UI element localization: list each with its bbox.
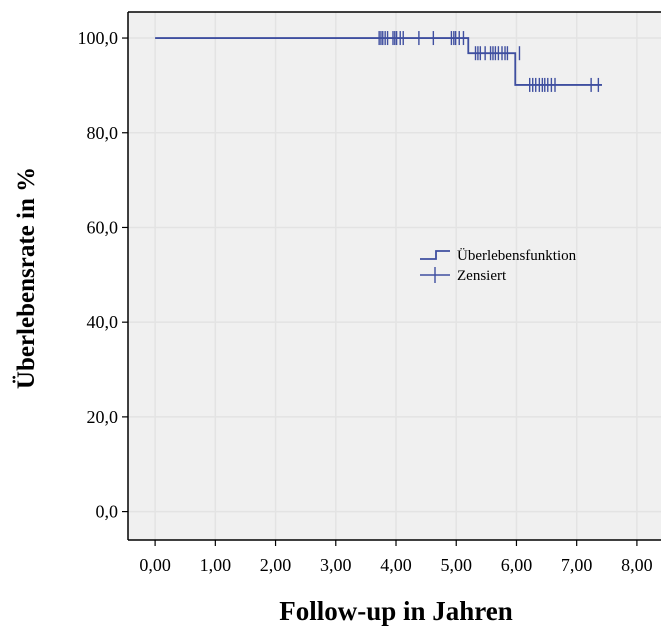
axes-layer: 0,00 1,00 2,00 3,00 4,00 5,00 6,00 7,00 8,00 0,0 2… [78,11,661,575]
x-tick-label: 2,00 [260,555,292,575]
y-tick-label: 60,0 [87,217,119,237]
x-axis-title: Follow-up in Jahren [279,596,513,626]
legend-label-survival: Überlebensfunktion [457,247,577,264]
y-axis-title: Überlebensrate in % [13,167,40,389]
y-tick-label: 80,0 [87,123,119,143]
series-layer [155,31,602,92]
x-tick-label: 0,00 [139,555,171,575]
y-tick-label: 100,0 [78,28,119,48]
x-tick-label: 4,00 [380,555,412,575]
x-tick-label: 5,00 [440,555,472,575]
legend-label-censored: Zensiert [457,268,507,284]
x-tick-label: 7,00 [561,555,593,575]
x-tick-label: 3,00 [320,555,352,575]
legend-step-icon [420,250,450,260]
plot-background [128,12,661,540]
grid-layer [128,12,661,540]
legend: Überlebensfunktion Zensiert [420,247,577,284]
x-tick-label: 8,00 [621,555,653,575]
y-tick-label: 0,0 [96,502,119,522]
x-tick-label: 1,00 [200,555,232,575]
y-tick-label: 40,0 [87,312,119,332]
y-tick-label: 20,0 [87,407,119,427]
x-tick-label: 6,00 [501,555,533,575]
